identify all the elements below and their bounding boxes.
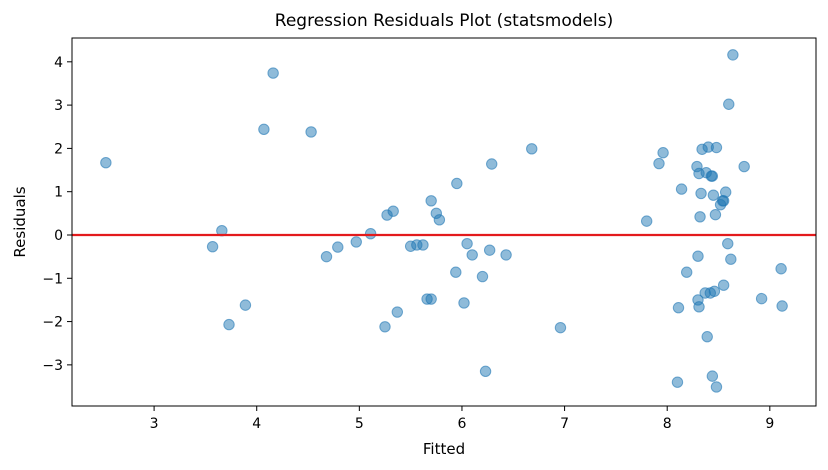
data-point: [681, 266, 693, 278]
data-point: [719, 186, 732, 198]
data-point: [717, 279, 730, 291]
data-point: [653, 157, 665, 170]
y-axis-ticks: −3 −2 −1 0 1 2 3 4: [42, 55, 72, 374]
data-point: [466, 249, 478, 261]
data-point: [461, 237, 473, 250]
x-tick-label: 3: [150, 416, 159, 432]
data-point: [710, 381, 723, 393]
data-point: [258, 123, 270, 136]
data-point: [692, 250, 704, 262]
data-point: [709, 208, 722, 221]
data-point: [776, 300, 788, 312]
data-point: [725, 253, 737, 265]
data-point: [723, 98, 735, 110]
x-tick-label: 4: [252, 416, 261, 432]
data-point: [425, 293, 437, 305]
data-point: [672, 302, 685, 314]
x-tick-label: 8: [663, 416, 672, 432]
y-tick-label: 0: [54, 228, 63, 244]
data-point: [671, 376, 684, 388]
data-point: [476, 270, 489, 283]
data-point: [706, 170, 719, 182]
x-tick-label: 7: [560, 416, 569, 432]
x-tick-label: 6: [457, 416, 466, 432]
data-point: [267, 67, 279, 79]
data-point: [693, 301, 705, 313]
chart-title: Regression Residuals Plot (statsmodels): [275, 11, 613, 31]
data-point: [206, 240, 219, 253]
data-point: [706, 370, 719, 382]
data-point: [722, 237, 734, 250]
data-point: [332, 241, 344, 253]
points-layer: [100, 49, 788, 393]
y-tick-label: 1: [54, 185, 63, 201]
data-point: [379, 321, 391, 333]
data-point: [320, 250, 333, 263]
data-point: [387, 205, 399, 217]
data-point: [694, 211, 706, 223]
data-point: [500, 249, 512, 261]
x-tick-label: 9: [765, 416, 774, 432]
data-point: [695, 187, 707, 200]
data-point: [417, 239, 429, 251]
x-axis-label: Fitted: [423, 440, 465, 458]
data-point: [350, 236, 362, 248]
y-tick-label: −3: [42, 358, 63, 374]
y-tick-label: −2: [42, 315, 63, 331]
data-point: [305, 126, 317, 138]
data-point: [458, 297, 470, 309]
data-point: [710, 141, 723, 154]
data-point: [425, 195, 437, 207]
y-tick-label: −1: [42, 271, 63, 287]
data-point: [100, 156, 112, 169]
plot-frame: [71, 37, 817, 407]
data-point: [708, 285, 721, 297]
y-tick-label: 3: [54, 98, 63, 114]
data-point: [483, 244, 496, 256]
data-point: [640, 215, 653, 227]
data-point: [391, 306, 404, 318]
y-tick-label: 4: [54, 55, 63, 71]
data-point: [727, 49, 739, 61]
x-axis-ticks: 3 4 5 6 7 8 9: [150, 406, 774, 432]
data-point: [364, 227, 377, 240]
data-point: [239, 299, 252, 311]
data-point: [675, 183, 688, 195]
data-point: [701, 331, 713, 343]
data-point: [755, 292, 768, 305]
data-point: [657, 147, 669, 159]
data-point: [223, 318, 235, 331]
data-point: [486, 158, 498, 170]
data-point: [738, 160, 750, 173]
data-point: [479, 365, 492, 378]
x-tick-label: 5: [355, 416, 364, 432]
data-point: [707, 189, 720, 201]
data-point: [451, 177, 463, 190]
data-point: [526, 143, 538, 155]
data-point: [433, 214, 446, 226]
y-axis-label: Residuals: [11, 186, 29, 257]
data-point: [554, 321, 567, 334]
data-point: [775, 263, 787, 275]
data-point: [450, 266, 462, 278]
y-tick-label: 2: [54, 141, 63, 157]
